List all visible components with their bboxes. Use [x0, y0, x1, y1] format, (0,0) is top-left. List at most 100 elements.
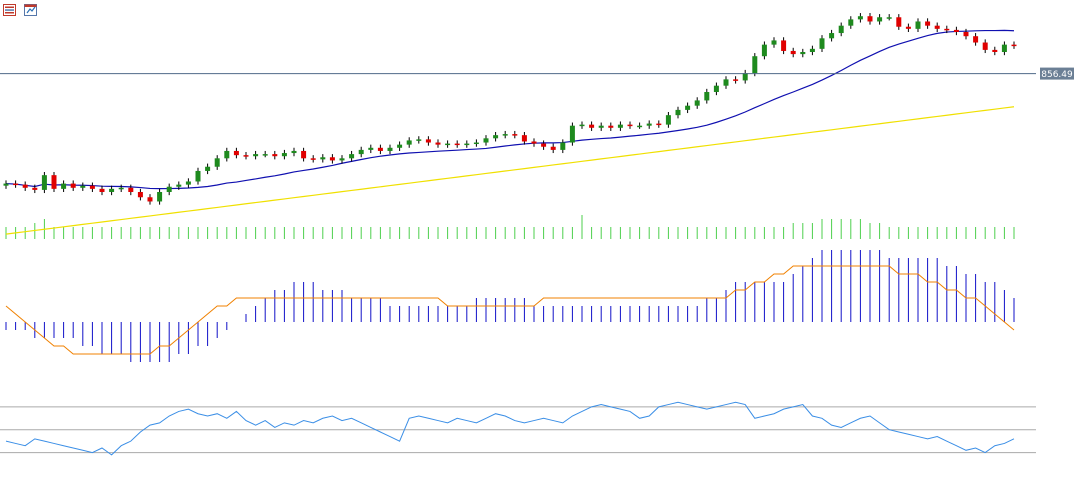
candle-body [99, 188, 105, 192]
candle-body [445, 143, 451, 146]
candle-body [61, 183, 67, 189]
candle-body [291, 150, 297, 154]
candle-body [800, 52, 806, 55]
candlesticks [3, 13, 1017, 205]
candle-body [541, 143, 547, 147]
candle-body [128, 187, 134, 192]
candle-body [109, 188, 115, 192]
volume-bars [5, 215, 1015, 239]
candle-body [579, 124, 585, 127]
candle-body [781, 40, 787, 51]
candle-body [118, 187, 124, 190]
candle-body [137, 192, 143, 198]
candle-body [416, 139, 422, 141]
candle-body [368, 147, 374, 150]
current-price-tag: 856.49 [1040, 67, 1074, 80]
candle-body [13, 183, 19, 186]
candle-body [387, 147, 393, 151]
candle-body [934, 25, 940, 29]
candle-body [32, 187, 38, 190]
candle-body [205, 166, 211, 171]
candle-body [771, 40, 777, 45]
candle-body [358, 149, 364, 155]
candle-body [953, 29, 959, 32]
moving-averages [5, 29, 1015, 235]
candle-body [224, 150, 230, 159]
candle-body [70, 183, 76, 188]
chart-list-icon[interactable] [3, 4, 16, 16]
candle-body [752, 56, 758, 74]
candle-body [166, 186, 172, 192]
candle-body [51, 175, 57, 189]
candle-body [272, 154, 278, 157]
candle-body [819, 38, 825, 49]
candle-body [435, 142, 441, 145]
ma-fast-line [5, 29, 1015, 190]
macd-signal-line [5, 265, 1015, 355]
rsi-level-lines [0, 406, 1036, 454]
candle-body [320, 157, 326, 160]
candle-body [483, 138, 489, 143]
candle-body [656, 123, 662, 126]
candle-body [982, 42, 988, 50]
candle-body [992, 49, 998, 52]
candle-body [176, 184, 182, 187]
candle-body [1001, 44, 1007, 52]
candle-body [665, 115, 671, 125]
candle-body [723, 79, 729, 86]
candle-body [41, 175, 47, 190]
candle-body [829, 33, 835, 39]
candle-body [704, 92, 710, 101]
candle-body [22, 184, 28, 188]
candle-body [243, 155, 249, 157]
candle-body [598, 125, 604, 128]
candle-body [896, 17, 902, 27]
candle-body [733, 79, 739, 81]
candle-body [877, 17, 883, 22]
candle-body [637, 125, 643, 128]
candle-body [349, 154, 355, 159]
candle-body [550, 146, 556, 150]
candle-body [617, 124, 623, 128]
macd-histogram [5, 250, 1015, 362]
candle-body [589, 124, 595, 128]
candle-body [761, 44, 767, 57]
candle-body [310, 158, 316, 160]
rsi-line [5, 401, 1015, 456]
candle-body [157, 192, 163, 202]
candle-body [685, 105, 691, 110]
candle-body [521, 135, 527, 142]
candle-body [377, 147, 383, 151]
candle-body [406, 140, 412, 145]
candle-body [502, 134, 508, 136]
candle-body [809, 48, 815, 52]
candle-body [253, 154, 259, 157]
candle-body [185, 181, 191, 185]
candle-body [857, 16, 863, 20]
candle-body [944, 28, 950, 31]
candle-body [569, 125, 575, 143]
candle-body [675, 109, 681, 116]
candle-body [713, 85, 719, 92]
chart-properties-icon[interactable] [24, 4, 37, 16]
candle-body [905, 26, 911, 29]
current-price-label: 856.49 [1041, 70, 1073, 80]
candle-body [262, 154, 268, 156]
ma-slow-line [5, 106, 1015, 235]
candle-body [838, 25, 844, 34]
candle-body [301, 150, 307, 159]
candle-body [339, 158, 345, 161]
candle-body [89, 185, 95, 189]
candle-body [454, 143, 460, 146]
candle-body [1011, 44, 1017, 47]
candle-body [512, 134, 518, 136]
candle-body [915, 21, 921, 29]
candle-body [867, 16, 873, 22]
candle-body [886, 17, 892, 19]
candle-body [329, 157, 335, 161]
toolbar [3, 4, 37, 18]
candle-body [425, 139, 431, 143]
candle-body [147, 197, 153, 202]
candle-body [281, 153, 287, 157]
